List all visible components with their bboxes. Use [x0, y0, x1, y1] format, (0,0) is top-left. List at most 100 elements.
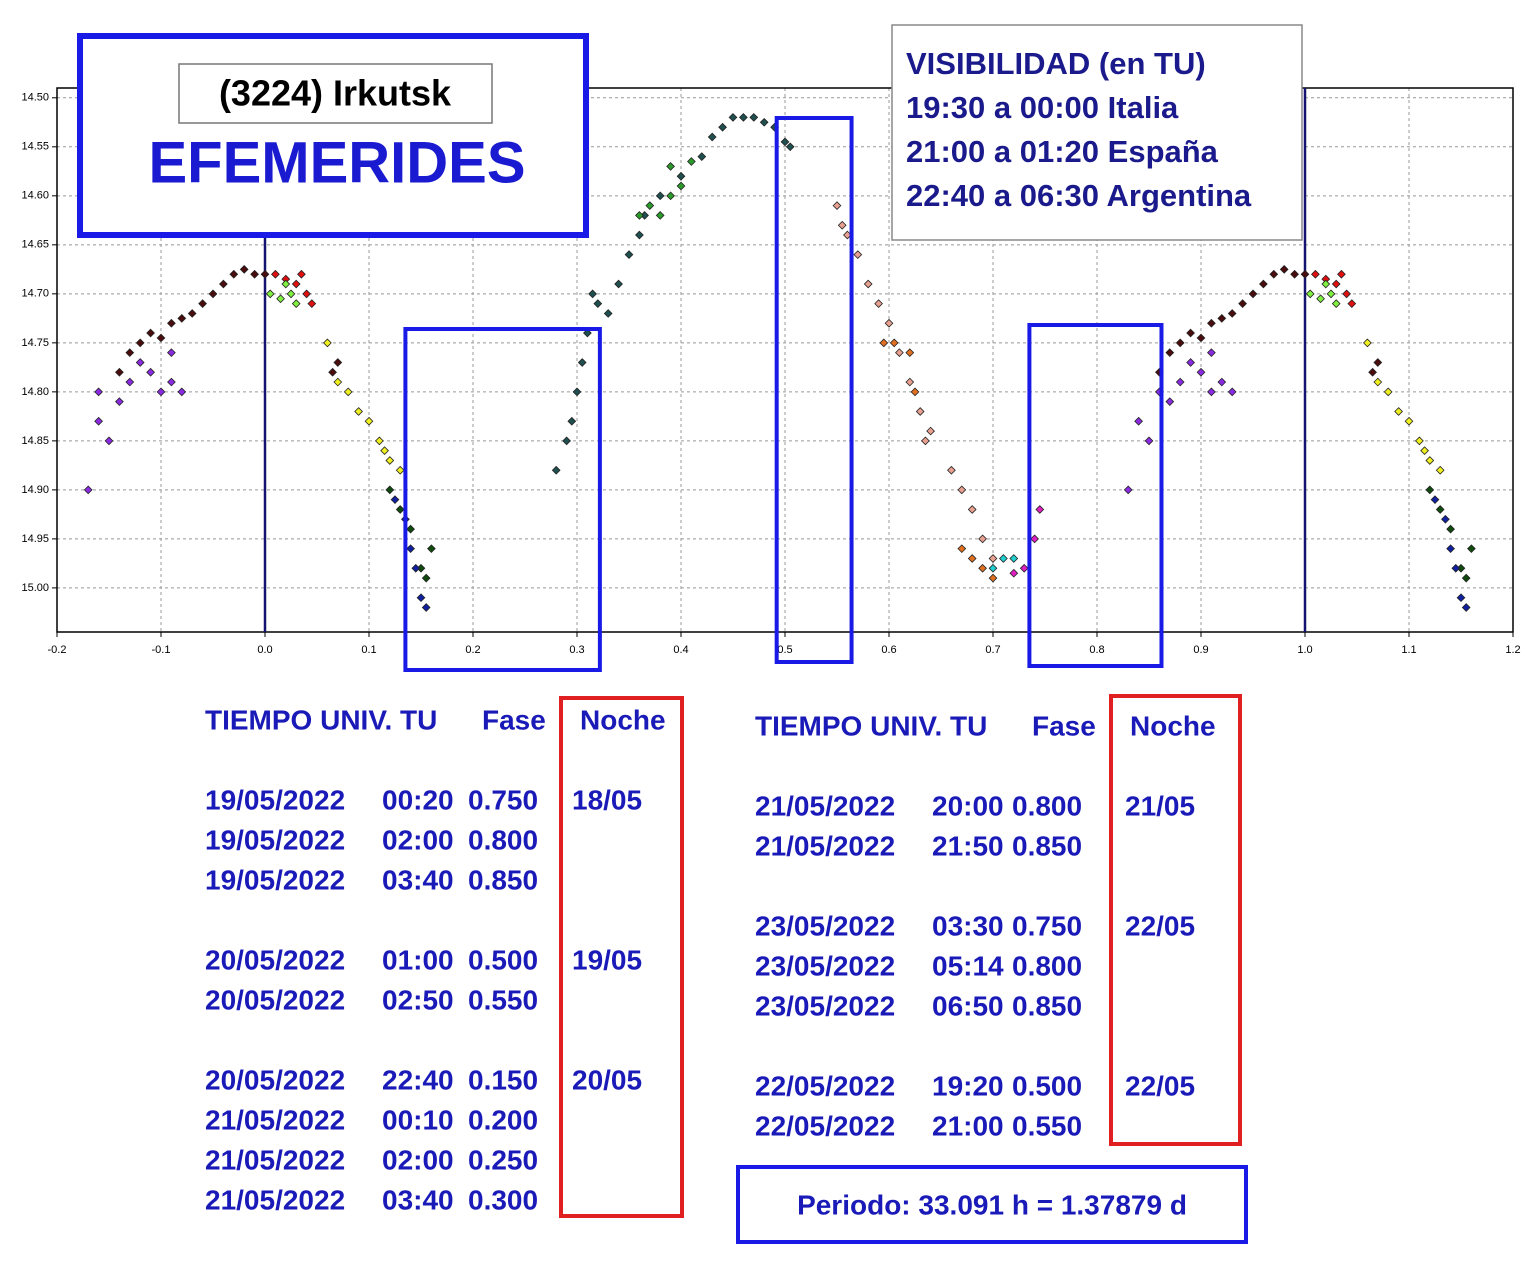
data-point [1305, 289, 1315, 299]
x-tick-label: 0.9 [1193, 644, 1208, 656]
data-point [1227, 387, 1237, 397]
data-point [1279, 264, 1289, 274]
data-point [323, 338, 332, 348]
data-point [655, 211, 665, 220]
data-point [988, 563, 998, 573]
data-point [1186, 358, 1195, 367]
data-point [302, 289, 311, 299]
table-cell: 19:20 [932, 1070, 1004, 1101]
data-point [271, 269, 280, 279]
data-point [1019, 563, 1029, 573]
data-point [167, 318, 176, 328]
data-point [1207, 387, 1216, 397]
data-point [1373, 358, 1383, 367]
data-point [276, 294, 285, 304]
table-cell: 0.850 [468, 864, 538, 895]
data-point [567, 416, 577, 426]
data-point [666, 191, 675, 201]
data-point [895, 348, 904, 358]
y-tick-label: 14.50 [21, 92, 49, 104]
data-point [1207, 318, 1216, 328]
data-point [884, 318, 894, 328]
data-point [577, 358, 587, 367]
data-point [375, 436, 384, 446]
table-cell: 22/05/2022 [755, 1070, 895, 1101]
data-point [978, 534, 987, 544]
data-point [416, 593, 426, 603]
data-point [915, 407, 925, 416]
data-point [395, 465, 405, 475]
data-point [957, 544, 967, 554]
y-tick-label: 14.70 [21, 288, 49, 300]
data-point [1467, 544, 1476, 554]
data-point [837, 220, 847, 230]
data-point [406, 544, 415, 554]
y-tick-label: 14.65 [21, 239, 49, 251]
data-point [1373, 377, 1383, 387]
data-point [905, 377, 915, 387]
table-cell: 0.150 [468, 1064, 538, 1095]
x-tick-label: 0.7 [985, 644, 1000, 656]
data-point [1368, 367, 1377, 377]
data-point [328, 367, 337, 377]
data-point [853, 250, 863, 259]
data-point [1435, 465, 1445, 475]
data-point [395, 505, 405, 514]
data-point [1435, 505, 1445, 514]
subtitle-box [178, 63, 493, 124]
table-cell: 19/05/2022 [205, 864, 345, 895]
data-point [177, 313, 187, 323]
data-point [687, 157, 696, 166]
x-tick-label: 0.8 [1089, 644, 1104, 656]
table-cell: 03:30 [932, 910, 1004, 941]
visibility-box [891, 24, 1303, 241]
data-point [905, 348, 915, 358]
data-point [1363, 338, 1372, 348]
data-point [333, 358, 343, 367]
y-tick-label: 14.60 [21, 190, 49, 202]
data-point [1227, 309, 1237, 318]
data-point [1175, 338, 1185, 348]
data-point [1238, 299, 1247, 309]
data-point [739, 113, 748, 122]
data-point [1404, 416, 1414, 426]
table-cell: 20/05/2022 [205, 984, 345, 1015]
data-point [94, 416, 103, 426]
table-cell: 21/05/2022 [755, 790, 895, 821]
data-point [967, 505, 977, 514]
data-point [1290, 269, 1299, 279]
data-point [125, 377, 135, 387]
data-point [260, 269, 270, 279]
table-cell: 0.550 [1012, 1110, 1082, 1141]
table-cell: 21/05/2022 [205, 1144, 345, 1175]
table-header: Noche [1130, 710, 1216, 741]
data-point [427, 544, 436, 554]
data-point [785, 142, 795, 152]
table-cell: 20:00 [932, 790, 1004, 821]
data-point [1342, 289, 1351, 299]
table-cell: 0.550 [468, 984, 538, 1015]
data-point [1217, 313, 1227, 323]
data-point [104, 436, 114, 446]
table-cell: 06:50 [932, 990, 1004, 1021]
table-header: TIEMPO UNIV. TU [205, 704, 437, 735]
data-point [1446, 524, 1455, 534]
data-point [967, 554, 977, 563]
data-point [1456, 593, 1466, 603]
data-point [1134, 416, 1143, 426]
data-point [1331, 299, 1341, 309]
table-cell: 21/05/2022 [205, 1184, 345, 1215]
data-point [297, 269, 306, 279]
data-point [250, 269, 259, 279]
table-cell: 19/05/2022 [205, 824, 345, 855]
table-cell: 05:14 [932, 950, 1004, 981]
data-point [1326, 289, 1336, 299]
visibility-line: 19:30 a 00:00 Italia [906, 90, 1179, 125]
table-cell: 21:50 [932, 830, 1004, 861]
x-tick-label: 1.2 [1505, 644, 1520, 656]
x-tick-label: 0.0 [257, 644, 272, 656]
phase-window [403, 327, 602, 672]
data-point [921, 436, 930, 446]
data-point [291, 279, 301, 289]
data-point [343, 387, 353, 397]
